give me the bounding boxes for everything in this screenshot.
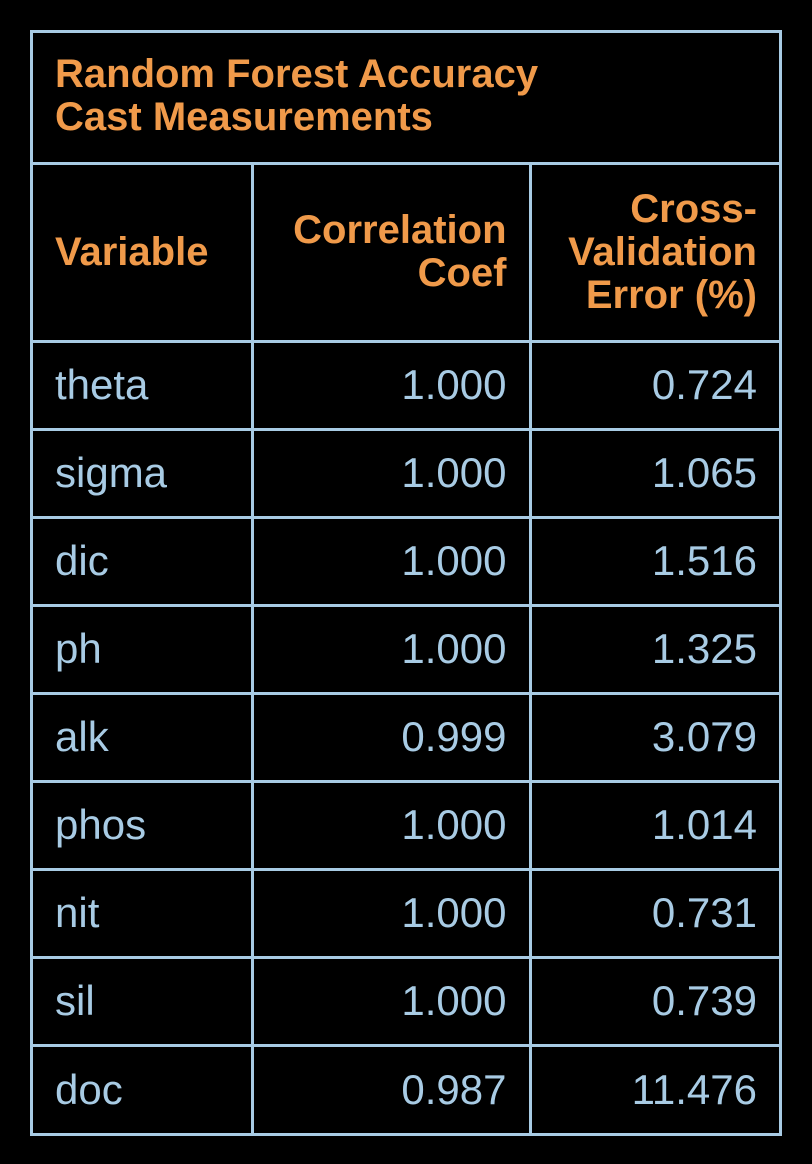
header-line: Variable <box>55 231 229 274</box>
table-frame: Random Forest Accuracy Cast Measurements… <box>30 30 782 1136</box>
cell-correlation-coef: 1.000 <box>252 429 530 517</box>
header-line: Validation <box>554 231 758 274</box>
cell-variable: doc <box>33 1045 252 1133</box>
header-line: Error (%) <box>554 274 758 317</box>
cell-correlation-coef: 1.000 <box>252 781 530 869</box>
table-row: theta 1.000 0.724 <box>33 341 779 429</box>
cell-cv-error: 0.739 <box>530 957 779 1045</box>
cell-variable: ph <box>33 605 252 693</box>
table-row: sigma 1.000 1.065 <box>33 429 779 517</box>
cell-cv-error: 1.516 <box>530 517 779 605</box>
cell-variable: nit <box>33 869 252 957</box>
header-row: Variable Correlation Coef Cross- Validat… <box>33 165 779 341</box>
table-row: dic 1.000 1.516 <box>33 517 779 605</box>
cell-variable: sigma <box>33 429 252 517</box>
title-line: Random Forest Accuracy <box>55 53 779 96</box>
table-row: sil 1.000 0.739 <box>33 957 779 1045</box>
table-title: Random Forest Accuracy Cast Measurements <box>33 33 779 165</box>
header-line: Coef <box>276 252 507 295</box>
cell-cv-error: 11.476 <box>530 1045 779 1133</box>
header-line: Cross- <box>554 188 758 231</box>
cell-correlation-coef: 1.000 <box>252 605 530 693</box>
table-row: phos 1.000 1.014 <box>33 781 779 869</box>
title-line: Cast Measurements <box>55 96 779 139</box>
table-row: ph 1.000 1.325 <box>33 605 779 693</box>
column-header-correlation-coef: Correlation Coef <box>252 165 530 341</box>
table-row: nit 1.000 0.731 <box>33 869 779 957</box>
cell-cv-error: 0.724 <box>530 341 779 429</box>
table-row: doc 0.987 11.476 <box>33 1045 779 1133</box>
cell-cv-error: 3.079 <box>530 693 779 781</box>
cell-cv-error: 1.065 <box>530 429 779 517</box>
cell-cv-error: 0.731 <box>530 869 779 957</box>
cell-correlation-coef: 0.999 <box>252 693 530 781</box>
cell-correlation-coef: 0.987 <box>252 1045 530 1133</box>
table-body: theta 1.000 0.724 sigma 1.000 1.065 dic 1.000 1.… <box>33 341 779 1133</box>
cell-correlation-coef: 1.000 <box>252 517 530 605</box>
table-row: alk 0.999 3.079 <box>33 693 779 781</box>
cell-variable: theta <box>33 341 252 429</box>
cell-variable: sil <box>33 957 252 1045</box>
cell-correlation-coef: 1.000 <box>252 869 530 957</box>
cell-correlation-coef: 1.000 <box>252 341 530 429</box>
column-header-variable: Variable <box>33 165 252 341</box>
cell-cv-error: 1.014 <box>530 781 779 869</box>
data-table: Variable Correlation Coef Cross- Validat… <box>33 165 779 1133</box>
header-line: Correlation <box>276 209 507 252</box>
cell-correlation-coef: 1.000 <box>252 957 530 1045</box>
cell-cv-error: 1.325 <box>530 605 779 693</box>
cell-variable: phos <box>33 781 252 869</box>
cell-variable: dic <box>33 517 252 605</box>
cell-variable: alk <box>33 693 252 781</box>
column-header-cv-error: Cross- Validation Error (%) <box>530 165 779 341</box>
